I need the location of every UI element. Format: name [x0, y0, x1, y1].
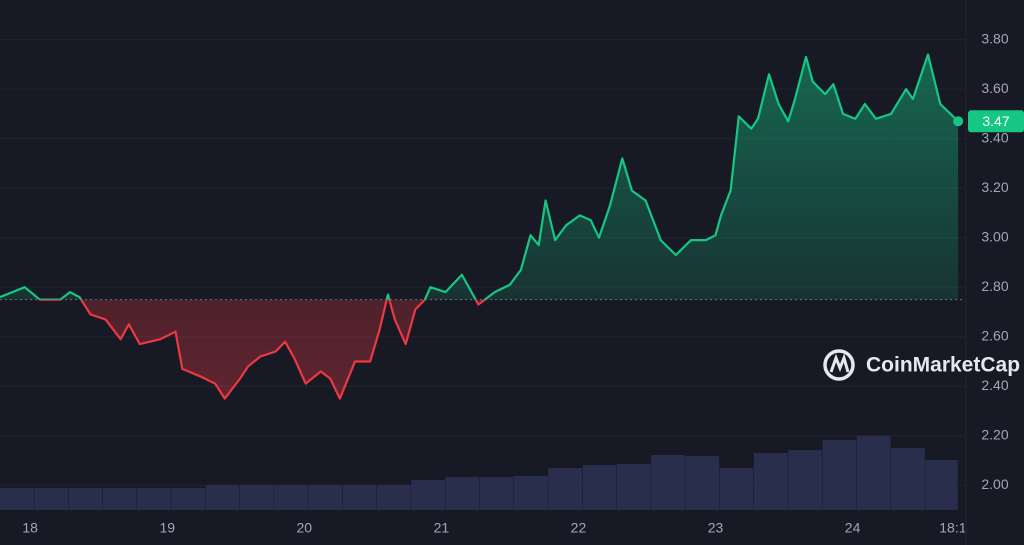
y-tick-label: 3.60	[981, 80, 1008, 96]
y-tick-label: 2.00	[981, 476, 1008, 492]
area-down	[39, 299, 485, 399]
volume-bar	[205, 485, 240, 510]
y-tick-label: 3.20	[981, 179, 1008, 195]
volume-bar	[479, 477, 514, 510]
volume-bars	[0, 436, 958, 510]
last-point	[953, 116, 964, 127]
x-tick-label: 20	[297, 520, 313, 536]
y-tick-label: 2.40	[981, 377, 1008, 393]
x-tick-label: 18:16	[939, 520, 974, 536]
volume-bar	[822, 440, 857, 510]
volume-bar	[788, 450, 822, 510]
volume-bar	[102, 488, 137, 510]
volume-bar	[445, 477, 480, 510]
volume-bar	[34, 488, 69, 510]
watermark-text: CoinMarketCap	[866, 354, 1020, 377]
y-tick-label: 3.80	[981, 30, 1008, 46]
volume-bar	[137, 488, 171, 510]
volume-bar	[411, 480, 445, 510]
volume-bar	[514, 476, 548, 510]
watermark: CoinMarketCap	[823, 349, 1020, 381]
x-tick-label: 22	[571, 520, 587, 536]
volume-bar	[582, 465, 617, 510]
area-up	[0, 54, 959, 300]
volume-bar	[342, 485, 377, 510]
y-tick-label: 3.00	[981, 228, 1008, 244]
volume-bar	[890, 448, 925, 510]
price-label: 3.47	[982, 113, 1009, 129]
volume-bar	[856, 436, 891, 510]
price-badge	[968, 110, 1024, 133]
x-tick-label: 18	[22, 520, 38, 536]
y-tick-label: 3.40	[981, 129, 1008, 145]
line-up	[0, 53, 959, 300]
volume-bar	[616, 464, 651, 510]
y-tick-label: 2.60	[981, 327, 1008, 343]
x-tick-label: 19	[159, 520, 175, 536]
volume-bar	[68, 488, 103, 510]
volume-bar	[719, 468, 754, 510]
volume-bar	[0, 488, 34, 510]
x-tick-label: 21	[434, 520, 450, 536]
volume-bar	[753, 453, 788, 510]
volume-bar	[274, 485, 308, 510]
volume-bar	[171, 488, 206, 510]
volume-bar	[376, 485, 411, 510]
volume-bar	[308, 485, 343, 510]
x-tick-label: 23	[708, 520, 724, 536]
y-tick-label: 2.80	[981, 278, 1008, 294]
volume-bar	[239, 485, 274, 510]
line-down	[38, 299, 487, 400]
logo-mark	[829, 353, 850, 373]
y-tick-label: 2.20	[981, 426, 1008, 442]
x-tick-label: 24	[845, 520, 861, 536]
volume-bar	[925, 460, 958, 510]
volume-bar	[651, 455, 685, 510]
volume-bar	[685, 456, 720, 510]
x-axis-labels: 18 19 20 21 22 23 24 18:16	[22, 520, 974, 536]
logo	[823, 349, 855, 381]
volume-bar	[548, 468, 583, 510]
